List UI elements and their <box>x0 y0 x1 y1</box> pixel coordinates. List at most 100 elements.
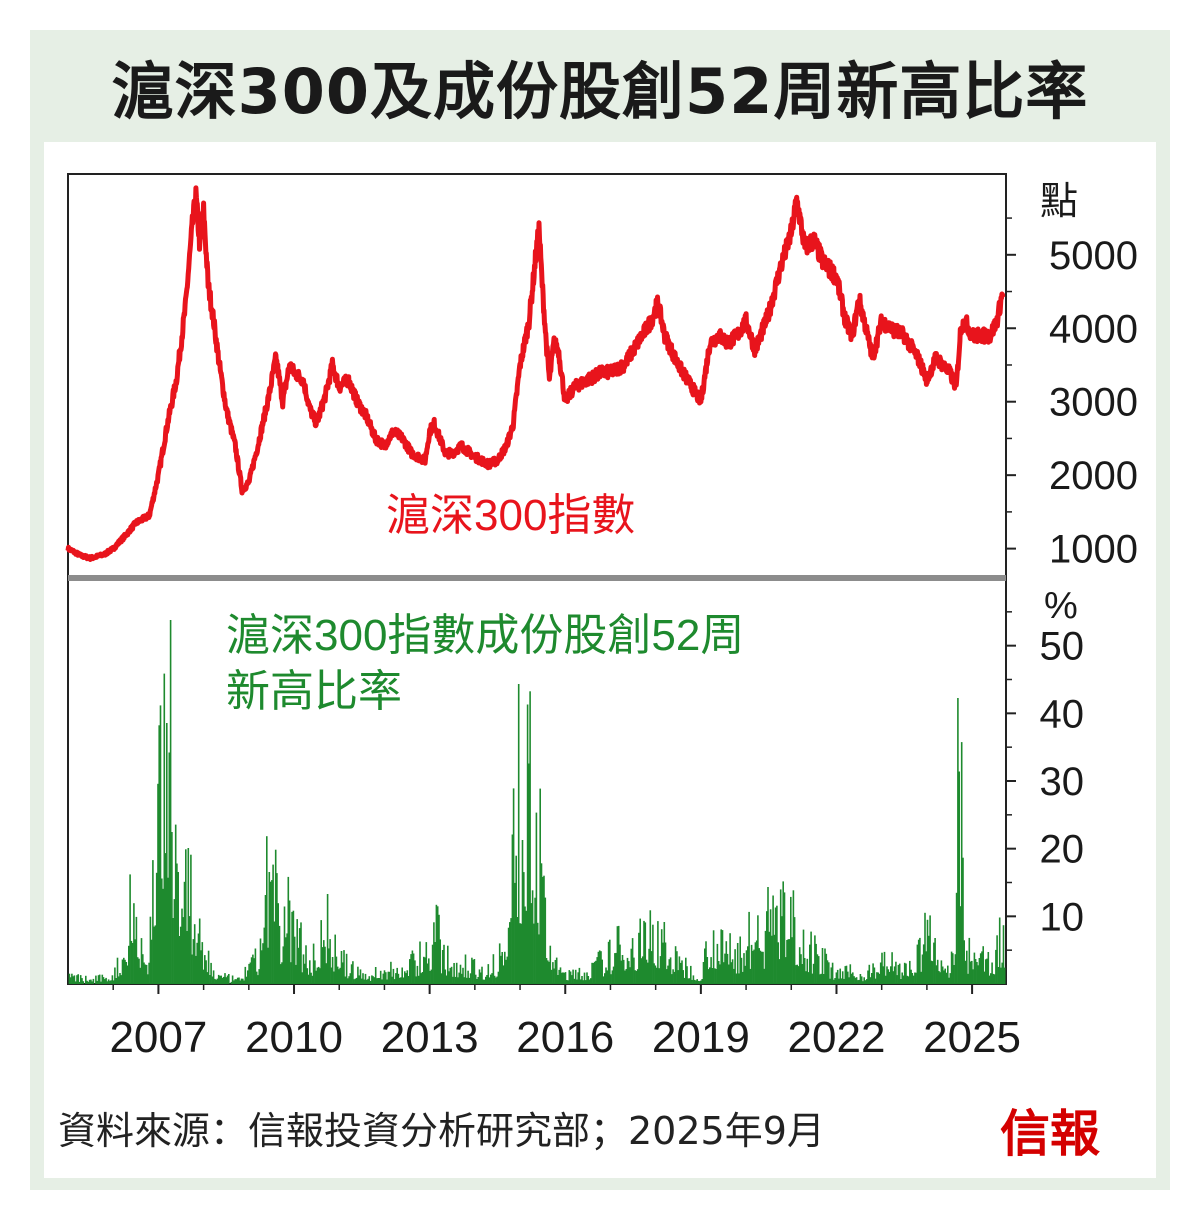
ratio-bar <box>926 919 929 984</box>
ratio-bar <box>674 946 677 984</box>
ratio-bar <box>409 959 411 984</box>
ratio-bar <box>128 945 130 984</box>
ratio-bar <box>938 971 940 984</box>
ratio-bar <box>577 972 579 984</box>
ratio-bar <box>144 964 147 984</box>
ratio-bar <box>931 961 934 984</box>
ratio-bar <box>471 957 473 984</box>
ratio-bar <box>216 978 219 984</box>
ratio-bar <box>902 975 905 984</box>
ratio-bar <box>485 976 487 984</box>
ratio-bar <box>350 964 353 984</box>
ratio-bar <box>979 953 982 984</box>
ratio-bar <box>867 970 869 984</box>
ratio-bar <box>698 981 701 984</box>
ratio-bar <box>895 961 897 984</box>
ratio-bar <box>660 929 663 984</box>
ratio-bar <box>221 977 224 984</box>
ratio-bar <box>781 916 783 984</box>
ratio-bar <box>695 980 697 984</box>
ratio-bar <box>504 951 506 984</box>
ratio-bar <box>121 959 124 984</box>
ratio-bar <box>219 975 221 984</box>
ratio-bar <box>964 960 967 984</box>
ratio-bar <box>107 979 110 984</box>
ratio-bar <box>545 958 548 984</box>
ratio-bar <box>260 950 263 984</box>
ratio-bar <box>878 973 881 984</box>
ratio-bar <box>253 958 255 984</box>
ratio-bar <box>907 976 910 984</box>
ratio-bar <box>497 971 500 984</box>
ratio-bar <box>476 979 478 984</box>
ratio-bar <box>172 918 174 984</box>
ratio-bar <box>900 979 902 984</box>
ratio-bar <box>502 965 505 984</box>
ratio-bar <box>984 959 987 984</box>
ratio-bar <box>922 944 925 984</box>
ratio-bar <box>682 970 684 984</box>
ratio-bar <box>371 975 373 984</box>
ratio-bar <box>161 878 163 984</box>
ratio-bar <box>210 962 212 984</box>
ratio-bar <box>830 967 833 984</box>
ratio-bar <box>971 960 973 984</box>
ratio-bar <box>834 978 836 984</box>
ratio-bar <box>840 978 843 984</box>
ratio-bar <box>671 974 673 984</box>
ratio-bar <box>601 959 603 984</box>
ratio-bar <box>440 973 443 984</box>
ratio-bar <box>357 966 359 984</box>
ratio-bar <box>960 742 963 984</box>
ratio-bar <box>515 855 517 984</box>
y-tick-label-top: 2000 <box>1049 454 1138 498</box>
ratio-bar <box>974 959 977 984</box>
ratio-bar <box>724 953 726 984</box>
ratio-bar <box>685 957 687 984</box>
ratio-bar <box>625 969 628 984</box>
ratio-bar <box>79 975 82 984</box>
ratio-bar <box>644 922 647 984</box>
ratio-bar <box>711 968 714 984</box>
ratio-bar <box>903 962 906 984</box>
ratio-bar <box>212 970 215 984</box>
ratio-bar <box>69 977 72 984</box>
ratio-bar <box>514 882 516 984</box>
ratio-bar <box>288 900 291 984</box>
ratio-bar <box>679 962 682 984</box>
ratio-bar <box>772 895 774 984</box>
ratio-bar <box>433 922 435 984</box>
ratio-bar <box>205 960 207 984</box>
ratio-bar <box>443 944 445 984</box>
ratio-bar <box>382 973 385 984</box>
ratio-bar <box>750 944 753 984</box>
ratio-bar <box>129 874 131 984</box>
ratio-bar <box>295 964 297 984</box>
ratio-bar <box>95 975 97 984</box>
ratio-bar <box>573 978 576 984</box>
ratio-bar <box>582 980 584 984</box>
ratio-bar <box>540 863 543 984</box>
index-series-label: 滬深300指數 <box>386 491 635 540</box>
ratio-bar <box>244 966 247 984</box>
ratio-bar <box>696 979 698 984</box>
ratio-bar <box>729 933 731 984</box>
ratio-bar <box>359 969 362 984</box>
ratio-bar <box>911 973 914 984</box>
ratio-bar <box>579 979 582 984</box>
ratio-bar <box>87 981 90 984</box>
ratio-bar <box>725 941 728 984</box>
ratio-bar <box>115 978 117 984</box>
ratio-bar <box>852 972 854 984</box>
ratio-bar <box>710 957 712 984</box>
ratio-bar <box>362 973 364 984</box>
ratio-bar <box>882 966 884 984</box>
ratio-bar <box>354 978 357 984</box>
ratio-bar <box>126 965 129 984</box>
ratio-bar <box>638 932 640 984</box>
ratio-bar <box>633 957 635 984</box>
ratio-bar <box>378 978 381 984</box>
ratio-bar <box>967 973 969 984</box>
ratio-bar <box>602 976 605 984</box>
ratio-bar <box>810 931 812 984</box>
